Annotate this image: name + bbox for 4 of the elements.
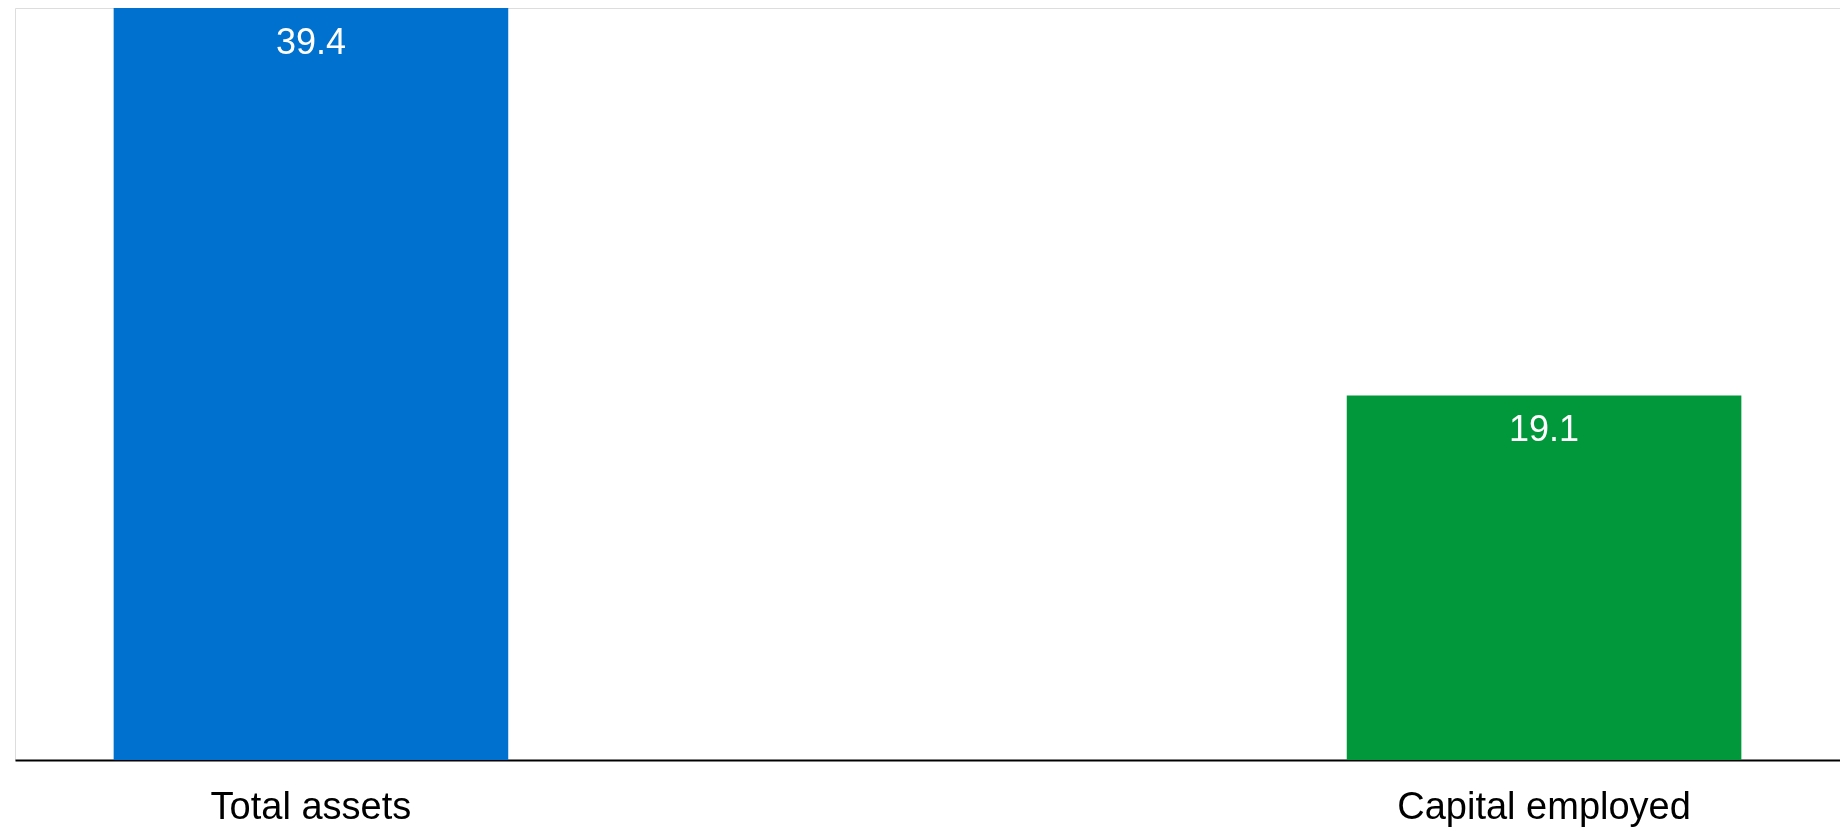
x-tick-label: Capital employed bbox=[1397, 784, 1691, 827]
x-tick-label: Total assets bbox=[210, 784, 412, 827]
data-label: 19.1 bbox=[1509, 408, 1580, 450]
data-label: 39.4 bbox=[275, 21, 346, 62]
